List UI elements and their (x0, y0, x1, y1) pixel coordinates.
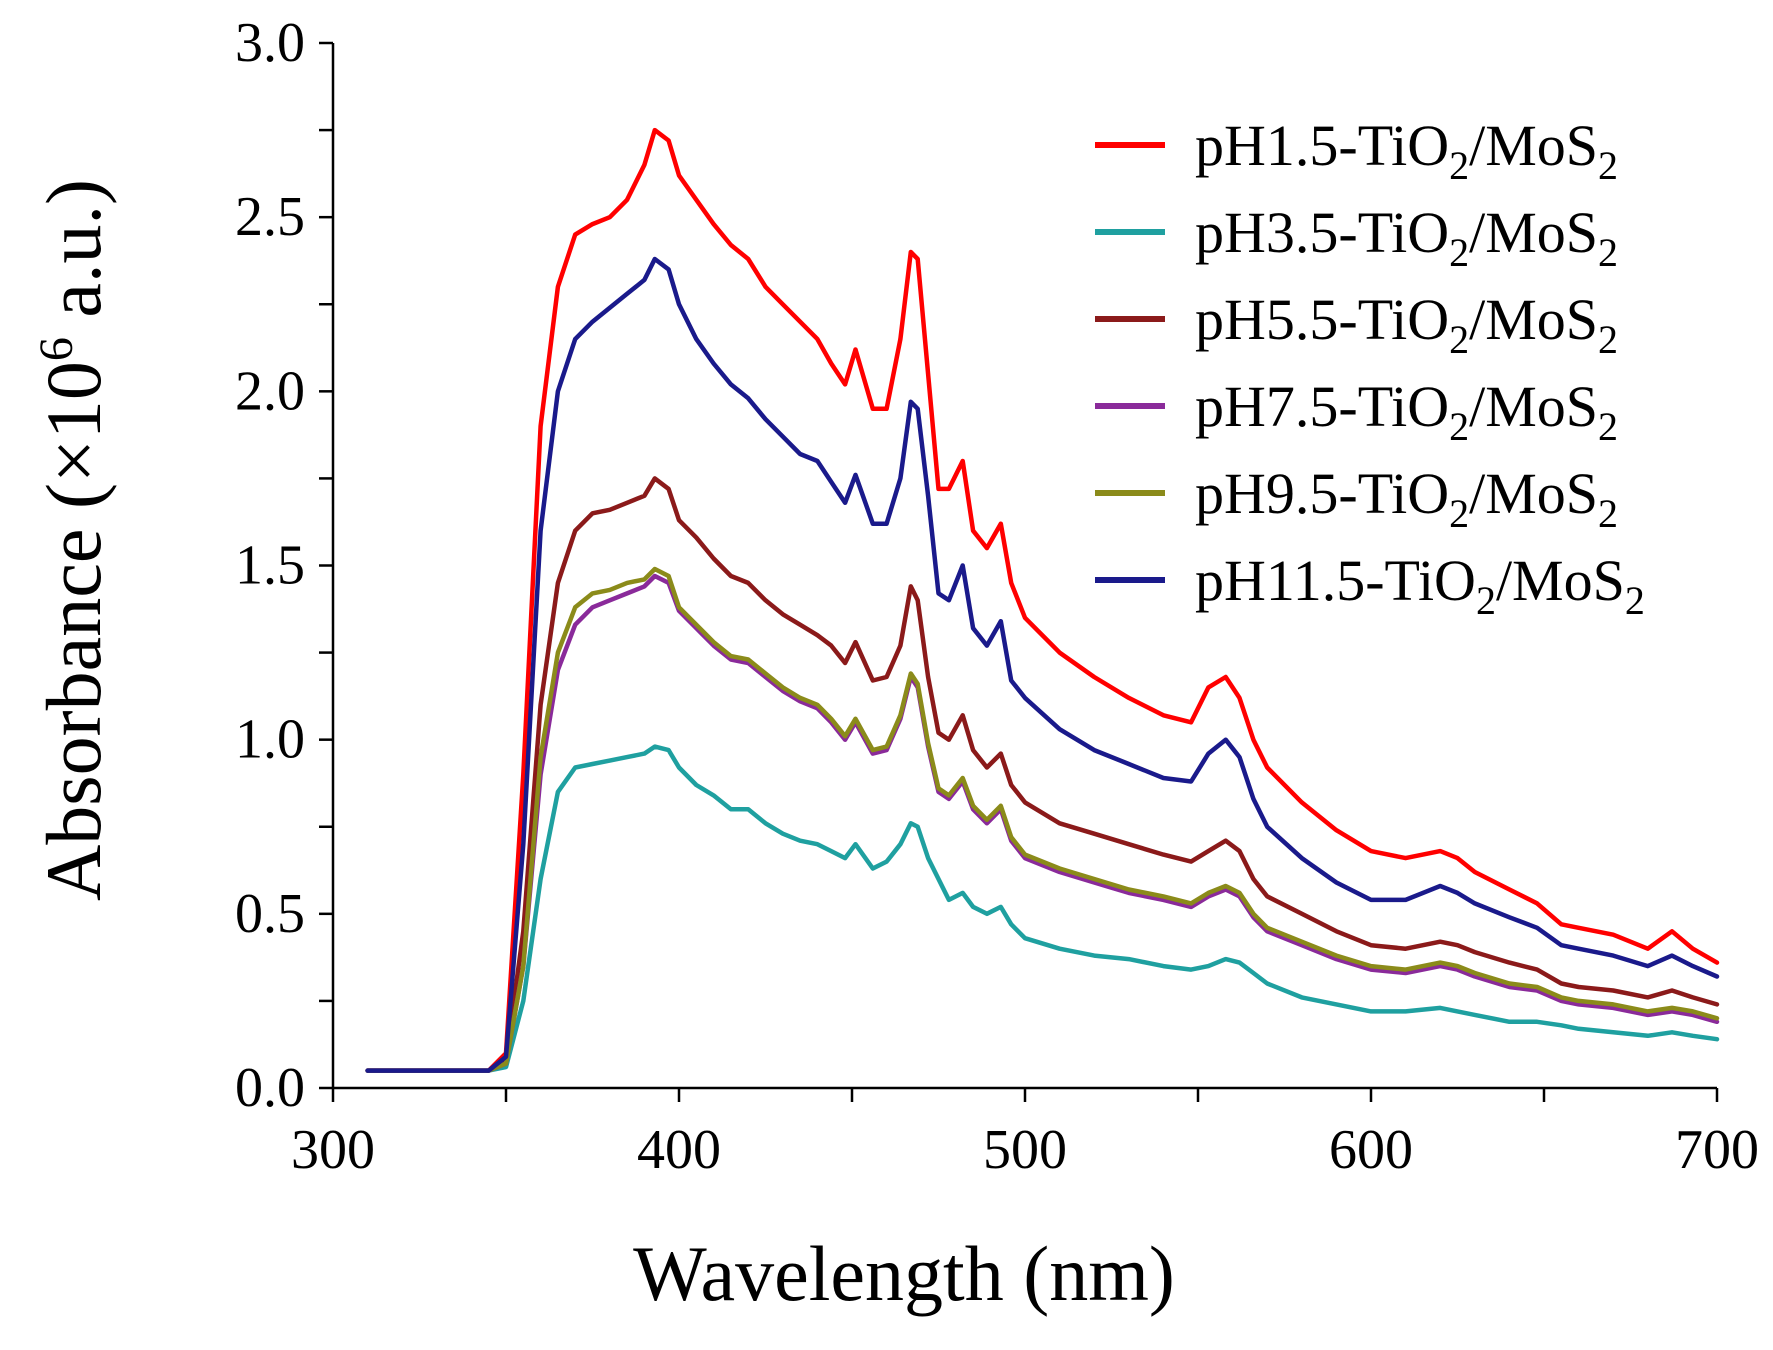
series-line-1 (365, 127, 1720, 1073)
y-tick-label: 2.0 (235, 360, 305, 422)
y-tick-label: 2.5 (235, 186, 305, 248)
x-tick-label: 500 (983, 1119, 1067, 1181)
legend-label: pH11.5-TiO2/MoS2 (1195, 548, 1645, 623)
y-tick-label: 1.0 (235, 709, 305, 771)
legend-label: pH5.5-TiO2/MoS2 (1195, 287, 1618, 362)
legend-label: pH9.5-TiO2/MoS2 (1195, 461, 1618, 536)
series-line-3 (365, 476, 1720, 1073)
x-tick-label: 400 (637, 1119, 721, 1181)
y-axis-title-exponent: 6 (30, 337, 83, 361)
series-line-2 (365, 744, 1720, 1073)
y-tick-label: 0.0 (235, 1057, 305, 1119)
series-line-4 (365, 573, 1720, 1073)
y-tick-label: 3.0 (235, 12, 305, 74)
x-tick-label: 700 (1675, 1119, 1759, 1181)
legend-label: pH7.5-TiO2/MoS2 (1195, 374, 1618, 449)
x-axis-title: Wavelength (nm) (633, 1230, 1175, 1317)
legend-label: pH3.5-TiO2/MoS2 (1195, 200, 1618, 275)
plot-area (365, 127, 1720, 1073)
legend: pH1.5-TiO2/MoS2 pH3.5-TiO2/MoS2 pH5.5-TiO2… (1095, 113, 1645, 623)
series-line-6 (365, 256, 1720, 1073)
y-tick-label: 0.5 (235, 883, 305, 945)
ticks: 0.0 0.5 1.0 1.5 2.0 2.5 3.0 300 400 500 600 700 (235, 12, 1759, 1181)
x-tick-label: 600 (1329, 1119, 1413, 1181)
x-tick-label: 300 (291, 1119, 375, 1181)
legend-label: pH1.5-TiO2/MoS2 (1195, 113, 1618, 188)
y-axis-title-suffix: a.u.) (30, 179, 117, 337)
y-axis-title-prefix: Absorbance (×10 (30, 361, 117, 901)
y-tick-label: 1.5 (235, 535, 305, 597)
y-axis-title: Absorbance (×106 a.u.) (30, 179, 117, 901)
series-line-5 (365, 566, 1720, 1073)
